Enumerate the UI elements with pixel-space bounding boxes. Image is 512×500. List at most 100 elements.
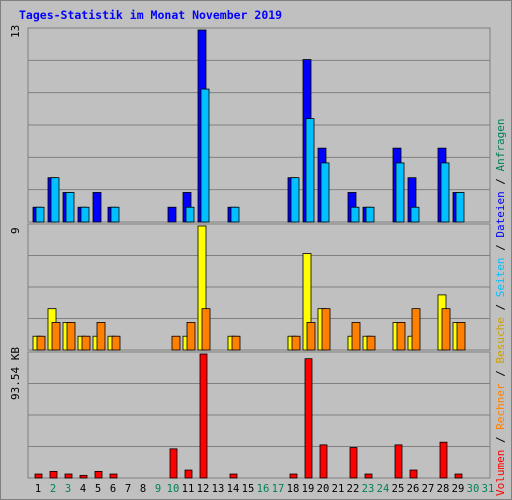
day-label-15: 15 xyxy=(242,483,255,495)
day-label-21: 21 xyxy=(332,483,345,495)
bar-volumen-day-1 xyxy=(34,473,43,479)
bar-volumen-day-26 xyxy=(409,469,418,479)
legend-besuche: Besuche xyxy=(494,317,507,363)
bar-seiten-day-18 xyxy=(290,177,300,223)
bar-seiten-day-22 xyxy=(350,206,360,223)
bar-volumen-day-18 xyxy=(289,473,298,479)
bar-seiten-day-3 xyxy=(65,192,75,223)
legend-volumen: Volumen xyxy=(494,450,507,496)
day-label-28: 28 xyxy=(437,483,450,495)
bar-rechner-day-2 xyxy=(51,322,61,351)
day-label-3: 3 xyxy=(65,483,71,495)
bar-volumen-day-12 xyxy=(199,353,208,479)
legend-sep-4: / xyxy=(494,238,507,258)
bar-rechner-day-6 xyxy=(111,335,121,351)
bar-seiten-day-28 xyxy=(440,162,450,223)
legend-sep-5: / xyxy=(494,171,507,191)
day-label-20: 20 xyxy=(317,483,330,495)
bar-dateien-day-10 xyxy=(167,206,177,223)
bar-volumen-day-6 xyxy=(109,473,118,479)
legend-sep-3: / xyxy=(494,297,507,317)
bar-volumen-day-3 xyxy=(64,473,73,479)
bar-rechner-day-14 xyxy=(231,335,241,351)
bar-rechner-day-22 xyxy=(351,322,361,351)
day-label-24: 24 xyxy=(377,483,390,495)
legend-seiten: Seiten xyxy=(494,258,507,298)
bar-seiten-day-19 xyxy=(305,118,315,223)
bar-rechner-day-25 xyxy=(396,322,406,351)
bar-volumen-day-29 xyxy=(454,473,463,479)
day-label-11: 11 xyxy=(182,483,195,495)
day-label-8: 8 xyxy=(140,483,146,495)
day-label-30: 30 xyxy=(467,483,480,495)
bar-seiten-day-12 xyxy=(200,88,210,223)
bar-volumen-day-20 xyxy=(319,444,328,479)
visits-panel xyxy=(27,223,491,351)
bar-seiten-day-4 xyxy=(80,206,90,223)
day-label-10: 10 xyxy=(167,483,180,495)
bar-rechner-day-5 xyxy=(96,322,106,351)
bar-seiten-day-6 xyxy=(110,206,120,223)
bar-rechner-day-18 xyxy=(291,335,301,351)
day-label-7: 7 xyxy=(125,483,131,495)
legend-sep-2: / xyxy=(494,364,507,384)
bar-volumen-day-14 xyxy=(229,473,238,479)
day-label-4: 4 xyxy=(80,483,86,495)
bar-rechner-day-19 xyxy=(306,322,316,351)
bar-volumen-day-22 xyxy=(349,447,358,479)
day-label-2: 2 xyxy=(50,483,56,495)
bar-seiten-day-11 xyxy=(185,206,195,223)
day-label-26: 26 xyxy=(407,483,420,495)
chart-title: Tages-Statistik im Monat November 2019 xyxy=(19,8,282,22)
bar-volumen-day-19 xyxy=(304,358,313,479)
legend-rechner: Rechner xyxy=(494,383,507,430)
volume-panel xyxy=(27,351,491,479)
legend-anfragen: Anfragen xyxy=(494,118,507,171)
bar-volumen-day-28 xyxy=(439,441,448,479)
bar-volumen-day-2 xyxy=(49,470,58,479)
bar-seiten-day-26 xyxy=(410,206,420,223)
day-label-5: 5 xyxy=(95,483,101,495)
bar-volumen-day-5 xyxy=(94,470,103,479)
day-label-1: 1 xyxy=(35,483,41,495)
bar-rechner-day-29 xyxy=(456,322,466,351)
bar-seiten-day-25 xyxy=(395,162,405,223)
day-label-19: 19 xyxy=(302,483,315,495)
bar-seiten-day-29 xyxy=(455,192,465,223)
day-label-12: 12 xyxy=(197,483,210,495)
bar-rechner-day-10 xyxy=(171,335,181,351)
day-label-31: 31 xyxy=(482,483,495,495)
bar-volumen-day-23 xyxy=(364,473,373,479)
bar-rechner-day-26 xyxy=(411,308,421,351)
bar-rechner-day-23 xyxy=(366,335,376,351)
day-label-22: 22 xyxy=(347,483,360,495)
day-label-25: 25 xyxy=(392,483,405,495)
bar-rechner-day-3 xyxy=(66,322,76,351)
bar-dateien-day-5 xyxy=(92,192,102,223)
volume-ymax-label: 93.54 KB xyxy=(9,347,22,400)
bar-seiten-day-2 xyxy=(50,177,60,223)
bar-seiten-day-1 xyxy=(35,206,45,223)
day-label-17: 17 xyxy=(272,483,285,495)
visits-ymax-label: 9 xyxy=(9,227,22,234)
day-label-16: 16 xyxy=(257,483,270,495)
legend-sep-1: / xyxy=(494,430,507,450)
day-label-27: 27 xyxy=(422,483,435,495)
day-label-18: 18 xyxy=(287,483,300,495)
day-label-6: 6 xyxy=(110,483,116,495)
bar-rechner-day-20 xyxy=(321,308,331,351)
bar-seiten-day-14 xyxy=(230,206,240,223)
x-axis-day-labels: 1 2 3 4 5 6 7 8 9 10 11 12 13 14 15 16 17 18 19 20 21 22 23 24 2… xyxy=(35,483,494,495)
series-legend: Volumen / Rechner / Besuche / Seiten / D… xyxy=(494,118,507,496)
bar-volumen-day-11 xyxy=(184,469,193,479)
bar-rechner-day-1 xyxy=(36,335,46,351)
requests-panel xyxy=(27,27,491,223)
bar-rechner-day-28 xyxy=(441,308,451,351)
day-label-29: 29 xyxy=(452,483,465,495)
day-label-13: 13 xyxy=(212,483,225,495)
bar-rechner-day-11 xyxy=(186,322,196,351)
bar-rechner-day-4 xyxy=(81,335,91,351)
bar-volumen-day-4 xyxy=(79,474,88,479)
bar-seiten-day-20 xyxy=(320,162,330,223)
